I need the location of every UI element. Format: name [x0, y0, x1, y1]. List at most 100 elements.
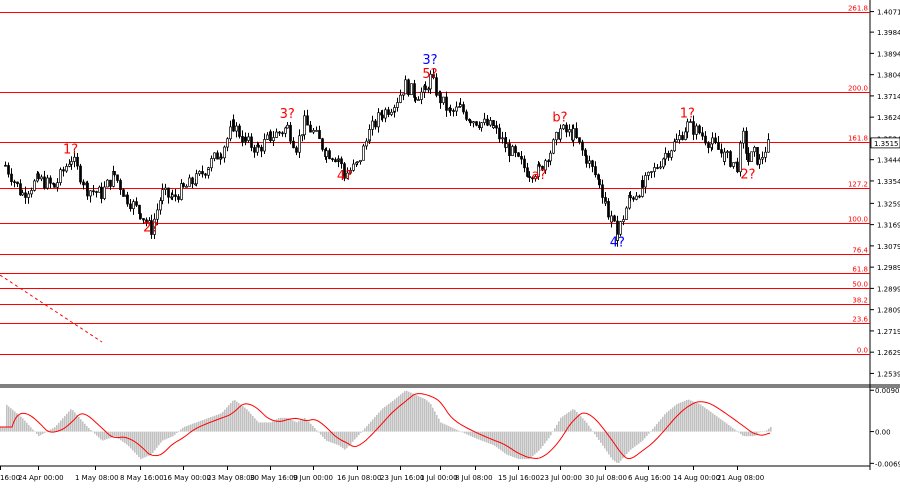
price-tick-label: 1.2539 — [877, 370, 900, 378]
candle-body — [113, 171, 116, 176]
candle-body — [520, 156, 523, 160]
osc-histogram-bar — [120, 431, 122, 441]
candle-body — [745, 130, 748, 154]
price-tick-label: 1.3804 — [877, 72, 900, 80]
candle-body — [498, 127, 501, 140]
osc-histogram-bar — [490, 431, 492, 445]
candle-body — [610, 215, 613, 223]
osc-histogram-bar — [372, 419, 374, 432]
candle-body — [374, 120, 377, 128]
osc-histogram-bar — [440, 422, 442, 432]
osc-histogram-bar — [598, 431, 600, 440]
osc-histogram-bar — [474, 431, 476, 438]
osc-histogram-bar — [230, 402, 232, 432]
candle-body — [711, 137, 714, 145]
osc-histogram-bar — [6, 404, 8, 432]
osc-histogram-bar — [550, 431, 552, 436]
candle-body — [562, 124, 565, 130]
osc-histogram-bar — [294, 421, 296, 432]
price-tick-label: 1.3354 — [877, 178, 900, 186]
osc-histogram-bar — [62, 418, 64, 432]
candle-body — [462, 104, 465, 113]
wave-label-5: 5? — [422, 67, 437, 82]
osc-histogram-bar — [528, 431, 530, 460]
candle-body — [68, 163, 71, 167]
osc-histogram-bar — [544, 431, 546, 444]
osc-histogram-bar — [428, 402, 430, 432]
candle-body — [312, 130, 315, 133]
time-tick-label: 15 Jul 16:00 — [498, 474, 540, 482]
osc-histogram-bar — [536, 431, 538, 453]
candle-body — [664, 152, 667, 160]
osc-histogram-bar — [452, 427, 454, 432]
osc-histogram-bar — [714, 414, 716, 432]
osc-histogram-bar — [242, 406, 244, 432]
osc-histogram-bar — [762, 431, 764, 433]
candle-body — [247, 136, 250, 141]
time-tick-label: 23 Jun 16:00 — [380, 474, 424, 482]
osc-histogram-bar — [238, 403, 240, 432]
osc-histogram-bar — [426, 400, 428, 432]
osc-histogram-bar — [42, 431, 44, 434]
osc-histogram-bar — [654, 426, 656, 432]
osc-histogram-bar — [450, 427, 452, 432]
osc-histogram-bar — [250, 413, 252, 432]
osc-histogram-bar — [358, 431, 360, 436]
osc-histogram-bar — [414, 394, 416, 432]
osc-histogram-bar — [370, 421, 372, 432]
candle-body — [180, 183, 183, 200]
osc-histogram-bar — [336, 431, 338, 445]
candle-body — [701, 132, 704, 137]
osc-histogram-bar — [312, 425, 314, 432]
osc-histogram-bar — [606, 431, 608, 452]
osc-histogram-bar — [122, 431, 124, 442]
osc-histogram-bar — [64, 416, 66, 432]
candle-body — [588, 160, 591, 164]
osc-histogram-bar — [662, 416, 664, 432]
candle-body — [43, 176, 46, 189]
osc-histogram-bar — [434, 411, 436, 432]
osc-histogram-bar — [650, 431, 652, 432]
osc-histogram-bar — [576, 412, 578, 432]
candle-body — [594, 166, 597, 176]
osc-histogram-bar — [334, 431, 336, 444]
candle-body — [585, 155, 588, 164]
osc-histogram-bar — [76, 414, 78, 432]
osc-histogram-bar — [90, 429, 92, 432]
osc-histogram-bar — [352, 431, 354, 442]
osc-histogram-bar — [216, 414, 218, 432]
osc-histogram-bar — [640, 431, 642, 443]
candle-body — [698, 125, 701, 134]
candle-body — [475, 121, 478, 126]
osc-histogram-bar — [748, 431, 750, 437]
candle-body — [505, 143, 508, 148]
osc-histogram-bar — [212, 416, 214, 432]
price-tick-label: 1.4071 — [877, 9, 900, 17]
candle-body — [578, 137, 581, 143]
candle-body — [758, 158, 761, 165]
osc-histogram-bar — [298, 421, 300, 432]
candle-body — [174, 194, 177, 197]
oscillator-panel: 0.00901 0.00 -0.00692 — [0, 387, 900, 468]
osc-histogram-bar — [52, 428, 54, 432]
osc-histogram-bar — [302, 419, 304, 432]
osc-histogram-bar — [150, 431, 152, 455]
osc-histogram-bar — [734, 429, 736, 432]
osc-histogram-bar — [412, 393, 414, 432]
candle-body — [726, 151, 729, 153]
osc-histogram-bar — [540, 431, 542, 449]
candle-body — [517, 153, 520, 157]
osc-histogram-bar — [58, 422, 60, 432]
fib-levels: 261.8 200.0 161.8 127.2 100.0 76.4 61.8 50.0 38.… — [0, 5, 870, 355]
candle-body — [492, 125, 495, 129]
fib-label-0.0: 0.0 — [857, 347, 868, 355]
candle-body — [7, 165, 10, 175]
osc-histogram-bar — [438, 418, 440, 432]
candle-body — [581, 141, 584, 151]
candle-body — [40, 176, 43, 180]
osc-histogram-bar — [496, 431, 498, 448]
osc-histogram-bar — [570, 410, 572, 432]
osc-histogram-bar — [698, 403, 700, 432]
price-tick-label: 1.3984 — [877, 29, 900, 37]
